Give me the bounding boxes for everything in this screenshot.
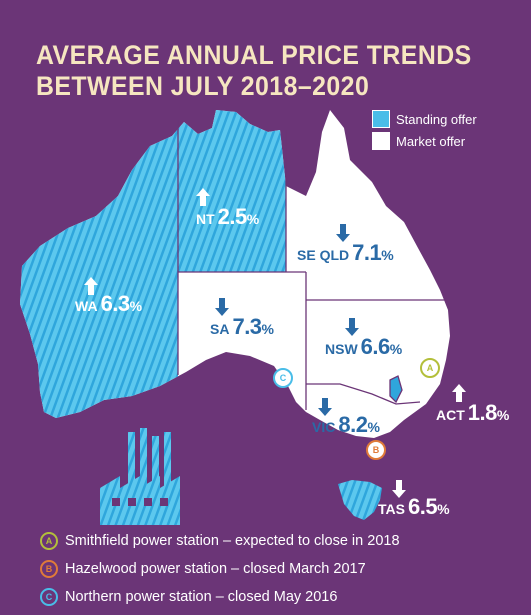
note-a: A Smithfield power station – expected to… — [40, 527, 400, 555]
vic-down-arrow-icon — [318, 398, 332, 416]
title-line-1: AVERAGE ANNUAL PRICE TRENDS — [36, 40, 472, 70]
badge-a: A — [40, 532, 58, 550]
act-up-arrow-icon — [452, 384, 466, 402]
power-station-icon — [100, 428, 180, 525]
note-a-text: Smithfield power station – expected to c… — [65, 533, 400, 549]
wa-up-arrow-icon — [84, 277, 98, 295]
badge-b: B — [40, 560, 58, 578]
wa-name: WA — [75, 298, 98, 314]
sa-value: 7.3 — [232, 314, 262, 339]
state-borders — [177, 120, 445, 410]
note-c-text: Northern power station – closed May 2016 — [65, 589, 338, 605]
qld-label: SE QLD 7.1% — [297, 240, 394, 266]
nsw-unit: % — [389, 341, 403, 357]
tas-down-arrow-icon — [392, 480, 406, 498]
badge-a-map: A — [420, 358, 440, 378]
market-swatch — [372, 132, 390, 150]
note-b-text: Hazelwood power station – closed March 2… — [65, 561, 366, 577]
page-title: AVERAGE ANNUAL PRICE TRENDS BETWEEN JULY… — [36, 40, 472, 102]
nt-region — [178, 110, 286, 272]
note-b: B Hazelwood power station – closed March… — [40, 555, 400, 583]
note-c: C Northern power station – closed May 20… — [40, 583, 400, 611]
badge-b-map: B — [366, 440, 386, 460]
sa-unit: % — [261, 321, 274, 337]
standing-swatch — [372, 110, 390, 128]
title-line-2: BETWEEN JULY 2018–2020 — [36, 71, 370, 101]
badge-c: C — [40, 588, 58, 606]
tasmania-region — [338, 480, 382, 520]
wa-label: WA 6.3% — [75, 291, 142, 317]
tas-name: TAS — [378, 501, 405, 517]
act-value: 1.8 — [467, 400, 498, 425]
legend-standing-label: Standing offer — [396, 111, 477, 127]
legend-market: Market offer — [372, 130, 477, 152]
badge-c-map: C — [273, 368, 293, 388]
tas-label: TAS 6.5% — [378, 494, 450, 520]
nt-value: 2.5 — [217, 204, 248, 229]
qld-value: 7.1 — [352, 240, 382, 265]
vic-label: VIC 8.2% — [312, 412, 380, 438]
notes-list: A Smithfield power station – expected to… — [40, 527, 400, 611]
nsw-down-arrow-icon — [345, 318, 359, 336]
nsw-label: NSW 6.6% — [325, 334, 402, 360]
sa-label: SA 7.3% — [210, 314, 274, 340]
nt-name: NT — [196, 211, 215, 227]
nsw-value: 6.6 — [360, 334, 391, 359]
tas-unit: % — [437, 501, 450, 517]
nt-up-arrow-icon — [196, 188, 210, 206]
vic-name: VIC — [312, 419, 336, 435]
legend-standing: Standing offer — [372, 108, 477, 130]
wa-value: 6.3 — [100, 291, 131, 316]
legend-market-label: Market offer — [396, 133, 466, 149]
vic-unit: % — [367, 419, 380, 435]
tas-value: 6.5 — [407, 494, 438, 519]
act-label: ACT 1.8% — [436, 400, 509, 426]
qld-down-arrow-icon — [336, 224, 350, 242]
qld-unit: % — [381, 247, 394, 263]
act-unit: % — [496, 407, 510, 423]
wa-region — [20, 110, 178, 430]
wa-unit: % — [129, 298, 143, 314]
qld-name: SE QLD — [297, 247, 350, 263]
sa-name: SA — [210, 321, 230, 337]
nsw-name: NSW — [325, 341, 358, 357]
nt-label: NT 2.5% — [196, 204, 259, 230]
legend: Standing offer Market offer — [372, 108, 477, 152]
nt-unit: % — [246, 211, 260, 227]
vic-value: 8.2 — [338, 412, 368, 437]
act-name: ACT — [436, 407, 465, 423]
sa-down-arrow-icon — [215, 298, 229, 316]
